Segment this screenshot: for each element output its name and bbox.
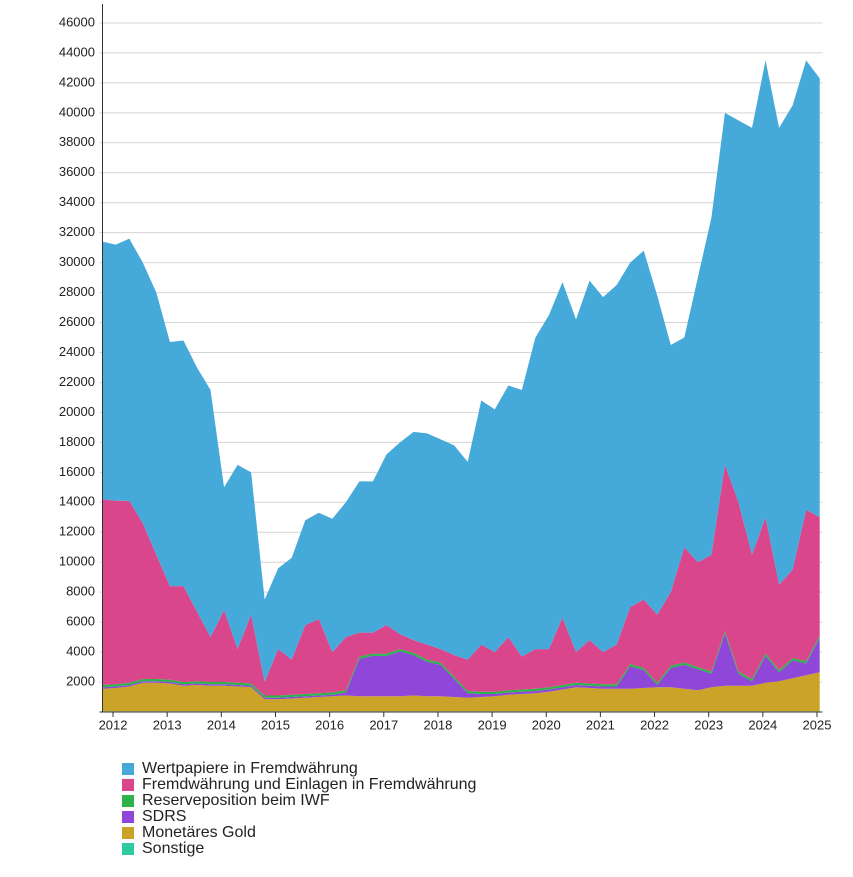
- y-tick-label: 44000: [59, 44, 95, 59]
- legend-label: Reserveposition beim IWF: [142, 792, 330, 809]
- x-tick-label: 2023: [694, 717, 723, 732]
- x-tick-label: 2015: [261, 717, 290, 732]
- x-tick-label: 2012: [99, 717, 128, 732]
- y-tick-label: 6000: [66, 614, 95, 629]
- legend-swatch: [122, 811, 134, 823]
- y-tick-label: 20000: [59, 404, 95, 419]
- x-tick-label: 2017: [369, 717, 398, 732]
- y-tick-label: 22000: [59, 374, 95, 389]
- x-tick-label: 2025: [803, 717, 832, 732]
- legend-swatch: [122, 763, 134, 775]
- y-tick-label: 10000: [59, 554, 95, 569]
- legend-swatch: [122, 779, 134, 791]
- y-tick-label: 36000: [59, 164, 95, 179]
- x-tick-label: 2024: [748, 717, 777, 732]
- area: [102, 631, 820, 698]
- x-tick-label: 2022: [640, 717, 669, 732]
- y-tick-label: 12000: [59, 524, 95, 539]
- x-tick-label: 2021: [586, 717, 615, 732]
- area: [102, 672, 820, 712]
- y-tick-label: 30000: [59, 254, 95, 269]
- area: [102, 464, 820, 696]
- area: [102, 633, 820, 700]
- y-tick-label: 34000: [59, 194, 95, 209]
- y-tick-label: 8000: [66, 584, 95, 599]
- y-tick-label: 28000: [59, 284, 95, 299]
- y-tick-label: 18000: [59, 434, 95, 449]
- y-tick-label: 46000: [59, 14, 95, 29]
- y-tick-label: 14000: [59, 494, 95, 509]
- legend-label: SDRS: [142, 808, 186, 825]
- legend-swatch: [122, 795, 134, 807]
- y-tick-label: 4000: [66, 644, 95, 659]
- y-tick-label: 26000: [59, 314, 95, 329]
- legend-label: Fremdwährung und Einlagen in Fremdwährun…: [142, 776, 476, 793]
- x-tick-label: 2016: [315, 717, 344, 732]
- y-tick-label: 42000: [59, 74, 95, 89]
- x-tick-label: 2020: [532, 717, 561, 732]
- y-tick-label: 32000: [59, 224, 95, 239]
- legend-label: Wertpapiere in Fremdwährung: [142, 760, 358, 777]
- x-tick-label: 2014: [207, 717, 236, 732]
- legend-swatch: [122, 827, 134, 839]
- x-tick-label: 2013: [153, 717, 182, 732]
- x-tick-label: 2018: [423, 717, 452, 732]
- area: [102, 60, 820, 683]
- y-tick-label: 2000: [66, 673, 95, 688]
- y-tick-label: 38000: [59, 134, 95, 149]
- y-tick-label: 24000: [59, 344, 95, 359]
- y-tick-label: 16000: [59, 464, 95, 479]
- x-tick-label: 2019: [478, 717, 507, 732]
- y-tick-label: 40000: [59, 104, 95, 119]
- legend-swatch: [122, 843, 134, 855]
- legend-label: Sonstige: [142, 840, 204, 857]
- legend-label: Monetäres Gold: [142, 824, 256, 841]
